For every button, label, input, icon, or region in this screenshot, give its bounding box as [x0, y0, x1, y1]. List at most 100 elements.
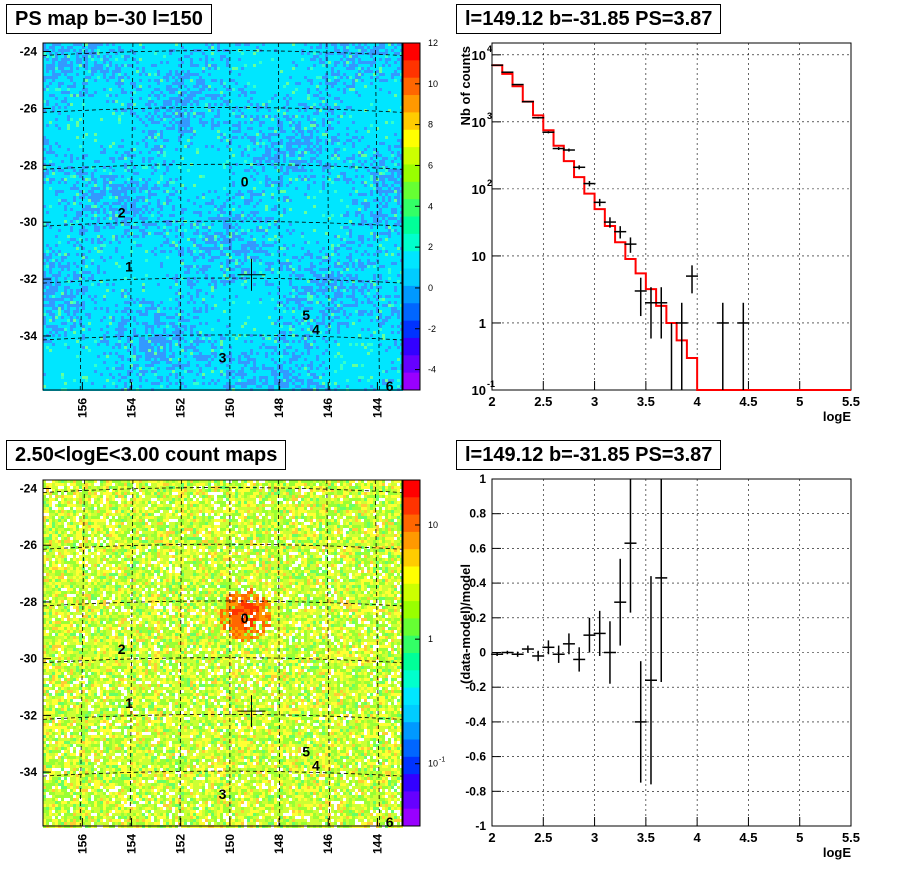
count-map-pixels [43, 480, 403, 828]
x-tick-label: 3.5 [637, 394, 655, 409]
y-tick-label: -0.4 [465, 715, 486, 729]
x-tick-label: 5 [796, 394, 803, 409]
count-map-cell-group [43, 480, 403, 828]
colorbar-segment [403, 653, 420, 671]
count-map-cell-group [43, 480, 403, 828]
ps-map-cell-group [43, 43, 400, 391]
colorbar-segment [403, 756, 420, 775]
longitude-line [179, 42, 182, 391]
ps-map-cell-group [43, 46, 403, 391]
x-axis-label: logE [823, 845, 851, 860]
longitude-line [79, 42, 85, 391]
colorbar-segment [403, 670, 420, 689]
longitude-line [277, 479, 281, 827]
longitude-line [79, 479, 85, 827]
x-tick-label: 2.5 [534, 830, 552, 845]
colorbar-segment [403, 601, 420, 619]
y-tick-label: -34 [20, 765, 38, 779]
colorbar-segment [403, 739, 420, 758]
latitude-line [42, 277, 403, 284]
colorbar-segment [403, 251, 420, 270]
x-tick-label: 4.5 [739, 830, 757, 845]
longitude-line [129, 42, 134, 391]
ps-map-panel: 156 154 152 150 148 146 144-24-26-28-30-32-340… [20, 38, 438, 418]
y-tick-label: -28 [20, 595, 38, 609]
colorbar-segment [403, 722, 420, 740]
y-tick-exponent: 3 [487, 111, 492, 121]
y-tick-label: -28 [20, 158, 38, 172]
y-tick-label: -32 [20, 272, 38, 286]
colorbar-segment [403, 216, 420, 235]
x-tick-label: 144 [370, 834, 384, 854]
colorbar-segment [403, 147, 420, 165]
x-tick-label: 144 [370, 398, 384, 418]
source-label: 6 [386, 814, 394, 830]
latitude-line [42, 770, 403, 777]
colorbar-segment [403, 497, 420, 516]
source-label: 2 [118, 641, 126, 657]
colorbar-segment [403, 164, 420, 183]
colorbar-segment [403, 549, 420, 567]
colorbar-segment [403, 303, 420, 322]
colorbar-segment [403, 355, 420, 374]
y-tick-exponent: 2 [487, 178, 492, 188]
x-tick-label: 148 [272, 834, 286, 854]
source-label: 1 [125, 259, 133, 275]
x-tick-label: 154 [125, 398, 139, 418]
y-tick-label: -30 [20, 215, 38, 229]
colorbar-segment [403, 480, 420, 498]
latitude-line [42, 487, 403, 493]
colorbar-segment [403, 199, 420, 217]
colorbar-segment [403, 285, 420, 304]
latitude-line [42, 714, 403, 720]
y-tick-label: -32 [20, 708, 38, 722]
colorbar-frame [402, 42, 421, 391]
x-tick-label: 2 [488, 830, 495, 845]
x-tick-label: 146 [321, 398, 335, 418]
y-axis-label: Nb of counts [458, 46, 473, 125]
y-tick-label: -30 [20, 652, 38, 666]
colorbar-tick-label: 2 [428, 242, 433, 252]
source-label: 1 [125, 695, 133, 711]
y-tick-label: 10 [472, 48, 486, 63]
x-tick-label: 156 [75, 834, 89, 854]
colorbar-tick-label: 4 [428, 201, 433, 211]
source-label: 5 [302, 307, 310, 323]
x-tick-label: 4 [694, 830, 702, 845]
colorbar-segment [403, 95, 420, 113]
source-label: 4 [312, 321, 320, 337]
colorbar-tick-label: 8 [428, 120, 433, 130]
colorbar-segment [403, 774, 420, 792]
longitude-line [374, 42, 380, 391]
x-tick-label: 148 [272, 398, 286, 418]
colorbar-segment [403, 181, 420, 200]
latitude-line [42, 163, 403, 170]
y-tick-label: -0.6 [465, 750, 486, 764]
longitude-line [129, 479, 134, 827]
y-tick-label: -26 [20, 101, 38, 115]
colorbar-segment [403, 531, 420, 550]
source-label: 0 [241, 173, 249, 189]
y-tick-label: -1 [475, 819, 486, 833]
colorbar-segment [403, 687, 420, 706]
colorbar-tick-label: -4 [428, 365, 436, 375]
colorbar-tick-label: 10 [428, 79, 438, 89]
colorbar-tick-label: -2 [428, 324, 436, 334]
colorbar-segment [403, 635, 420, 654]
y-tick-exponent: -1 [487, 379, 495, 389]
y-tick-label: -26 [20, 538, 38, 552]
source-label: 3 [219, 350, 227, 366]
source-label: 0 [241, 610, 249, 626]
source-label: 5 [302, 743, 310, 759]
colorbar-segment [403, 112, 420, 131]
latitude-line [42, 543, 403, 550]
source-label: 4 [312, 757, 320, 773]
latitude-line [42, 50, 403, 56]
colorbar-tick-label: 0 [428, 283, 433, 293]
colorbar-segment [403, 808, 420, 827]
longitude-line [326, 479, 331, 827]
x-tick-label: 2.5 [534, 394, 552, 409]
colorbar-segment [403, 233, 420, 252]
